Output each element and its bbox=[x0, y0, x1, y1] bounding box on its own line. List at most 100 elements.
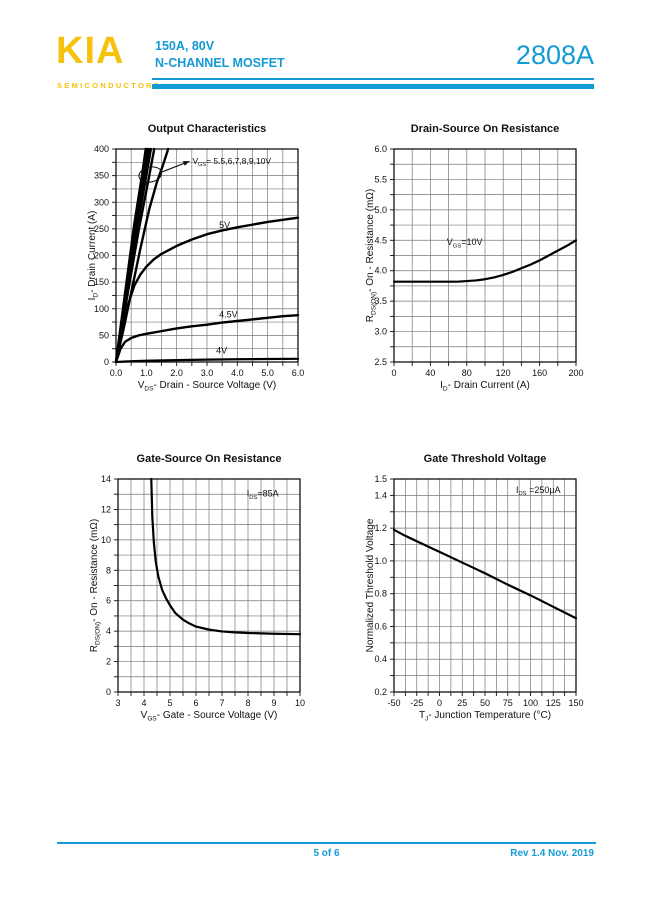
y-tick-label: 12 bbox=[101, 504, 111, 514]
chart-output-characteristics: 0.0 1.0 2.0 3.0 4.0 5.0 6.0 0 50 100 150 200 250 300 3… bbox=[87, 123, 305, 392]
y-tick-label: 400 bbox=[94, 144, 109, 154]
x-tick-label: 6.0 bbox=[292, 368, 305, 378]
x-tick-label: 5 bbox=[167, 698, 172, 708]
x-axis-label: ID- Drain Current (A) bbox=[440, 380, 530, 392]
y-tick-label: 6.0 bbox=[374, 144, 387, 154]
y-tick-label: 250 bbox=[94, 224, 109, 234]
y-axis-label: Normalized Threshold Voltage bbox=[365, 518, 376, 652]
series-VGS-6V bbox=[114, 147, 156, 364]
x-tick-label: 200 bbox=[568, 368, 583, 378]
chart-gate-source-on-resistance: 3 4 5 6 7 8 9 10 0 2 4 6 8 10 12 14 IDS=85A Gate-Source O… bbox=[89, 453, 305, 722]
header-rule-thick bbox=[152, 84, 594, 89]
x-tick-label: 120 bbox=[496, 368, 511, 378]
x-tick-label: 75 bbox=[503, 698, 513, 708]
annotation: VGS=10V bbox=[447, 237, 483, 249]
kia-logo: KIA bbox=[56, 30, 125, 72]
x-tick-label: 9 bbox=[271, 698, 276, 708]
y-tick-label: 0.8 bbox=[374, 589, 387, 599]
x-tick-label: 8 bbox=[245, 698, 250, 708]
series-VGS-4.5V bbox=[114, 313, 300, 364]
x-tick-label: 0.0 bbox=[110, 368, 123, 378]
y-tick-label: 4 bbox=[106, 626, 111, 636]
series-RDSON-vs-VGS bbox=[150, 477, 302, 636]
x-tick-label: 5.0 bbox=[261, 368, 274, 378]
plot-border bbox=[393, 148, 577, 363]
series-RDSON-vs-ID bbox=[392, 239, 578, 283]
x-tick-label: 4 bbox=[141, 698, 146, 708]
y-tick-label: 6 bbox=[106, 596, 111, 606]
kia-logo-subtext: SEMICONDUCTORS bbox=[57, 81, 162, 90]
y-axis-label: RDS(ON)- On - Resistance (mΩ) bbox=[365, 189, 377, 322]
x-tick-label: 3 bbox=[115, 698, 120, 708]
plot-border bbox=[115, 148, 299, 363]
y-tick-label: 350 bbox=[94, 171, 109, 181]
chart-title: Gate Threshold Voltage bbox=[424, 453, 547, 465]
y-tick-label: 3.5 bbox=[374, 296, 387, 306]
x-tick-label: 4.0 bbox=[231, 368, 244, 378]
annotation: 4.5V bbox=[219, 309, 238, 319]
part-rating: 150A, 80V bbox=[155, 39, 215, 53]
y-tick-label: 1.4 bbox=[374, 490, 387, 500]
y-tick-label: 2 bbox=[106, 657, 111, 667]
y-tick-label: 3.0 bbox=[374, 327, 387, 337]
page-indicator: 5 of 6 bbox=[313, 848, 340, 859]
x-tick-label: 2.0 bbox=[170, 368, 183, 378]
y-tick-label: 1.5 bbox=[374, 474, 387, 484]
y-axis-label: ID- Drain Current (A) bbox=[87, 211, 99, 301]
x-tick-label: 125 bbox=[546, 698, 561, 708]
x-tick-label: 3.0 bbox=[201, 368, 214, 378]
x-tick-label: 0 bbox=[437, 698, 442, 708]
plot-border bbox=[117, 478, 301, 693]
series-VGS-5V bbox=[114, 216, 300, 364]
x-tick-label: -50 bbox=[387, 698, 400, 708]
x-tick-label: 160 bbox=[532, 368, 547, 378]
x-tick-label: 10 bbox=[295, 698, 305, 708]
x-axis-label: VGS- Gate - Source Voltage (V) bbox=[141, 710, 278, 722]
y-tick-label: 5.5 bbox=[374, 174, 387, 184]
y-tick-label: 10 bbox=[101, 535, 111, 545]
y-tick-label: 8 bbox=[106, 565, 111, 575]
chart-title: Output Characteristics bbox=[148, 123, 267, 135]
y-tick-label: 0.2 bbox=[374, 687, 387, 697]
y-tick-label: 2.5 bbox=[374, 357, 387, 367]
x-tick-label: 100 bbox=[523, 698, 538, 708]
x-tick-label: 0 bbox=[391, 368, 396, 378]
y-tick-label: 5.0 bbox=[374, 205, 387, 215]
y-tick-label: 100 bbox=[94, 304, 109, 314]
y-tick-label: 1.0 bbox=[374, 556, 387, 566]
x-tick-label: 80 bbox=[462, 368, 472, 378]
annotation: 4V bbox=[216, 345, 227, 355]
y-tick-label: 0.6 bbox=[374, 621, 387, 631]
x-tick-label: 6 bbox=[193, 698, 198, 708]
x-tick-label: 50 bbox=[480, 698, 490, 708]
plot-border bbox=[393, 478, 577, 693]
part-type: N-CHANNEL MOSFET bbox=[155, 56, 285, 70]
annotation: VGS= 5.5,6,7,8,9,10V bbox=[192, 156, 271, 168]
x-tick-label: -25 bbox=[410, 698, 423, 708]
y-tick-label: 14 bbox=[101, 474, 111, 484]
y-tick-label: 4.0 bbox=[374, 266, 387, 276]
x-axis-label: VDS- Drain - Source Voltage (V) bbox=[138, 380, 277, 392]
series-normalized-vth bbox=[392, 528, 578, 620]
annotation: IDS=85A bbox=[247, 488, 279, 500]
y-axis-label: RDS(ON)- On - Resistance (mΩ) bbox=[89, 519, 101, 652]
x-tick-label: 7 bbox=[219, 698, 224, 708]
y-tick-label: 4.5 bbox=[374, 235, 387, 245]
vgs-cluster-ellipse bbox=[138, 166, 163, 183]
revision-label: Rev 1.4 Nov. 2019 bbox=[510, 848, 594, 859]
part-number: 2808A bbox=[515, 40, 594, 70]
y-tick-label: 150 bbox=[94, 277, 109, 287]
y-tick-label: 200 bbox=[94, 251, 109, 261]
y-tick-label: 0 bbox=[106, 687, 111, 697]
x-tick-label: 25 bbox=[457, 698, 467, 708]
chart-gate-threshold-voltage: -50 -25 0 25 50 75 100 125 150 0.2 0.4 0.6 0.8 1.0 1.2… bbox=[365, 453, 584, 722]
y-tick-label: 0.4 bbox=[374, 654, 387, 664]
part-info: 150A, 80V N-CHANNEL MOSFET bbox=[155, 38, 285, 72]
chart-title: Drain-Source On Resistance bbox=[411, 123, 560, 135]
chart-drain-source-on-resistance: 0 40 80 120 160 200 2.5 3.0 3.5 4.0 4.5 5.0 5.5 6.0 VG… bbox=[365, 123, 584, 392]
annotation-arrowhead bbox=[182, 161, 190, 166]
header-rule-thin bbox=[152, 78, 594, 80]
footer-rule bbox=[57, 842, 596, 844]
annotation: 5V bbox=[219, 220, 230, 230]
